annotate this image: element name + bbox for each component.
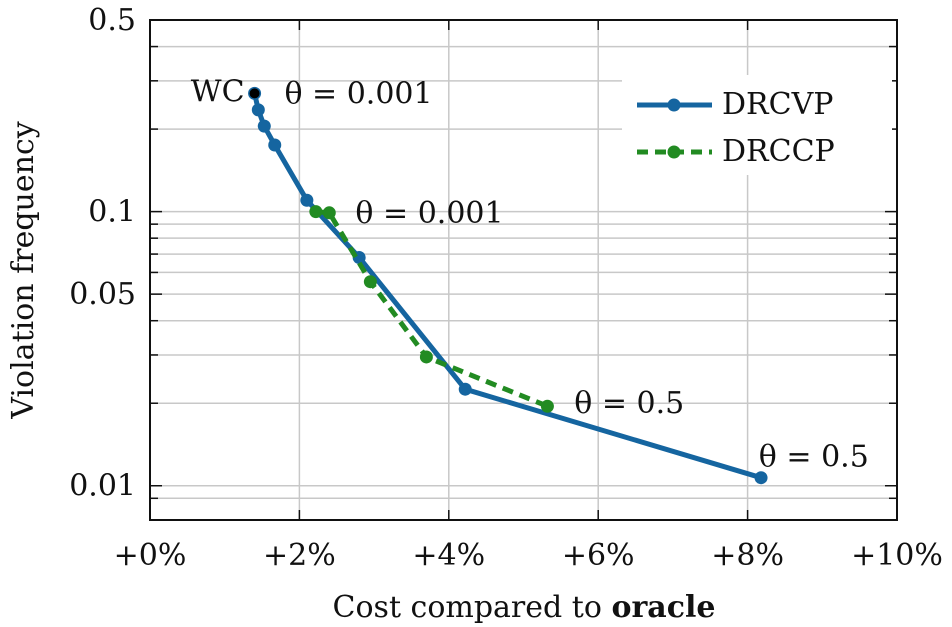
plot-frame [149, 19, 898, 521]
data-point-drcvp [458, 382, 472, 396]
axis-ticks: 0.5 0.1 0.05 0.01 +0% +2% +4% +6% +8% +10% [69, 3, 943, 573]
legend-marker-drccp [667, 145, 681, 159]
theta-annotation: θ = 0.5 [574, 386, 684, 421]
x-axis-label-bold: oracle [611, 590, 715, 625]
theta-annotation: θ = 0.5 [759, 439, 869, 474]
y-tick-label: 0.01 [69, 469, 136, 504]
x-tick-label: +6% [562, 538, 635, 573]
x-axis-label: Cost compared to oracle [333, 590, 716, 625]
data-point-drcvp [251, 103, 265, 117]
theta-annotation: θ = 0.001 [355, 196, 503, 231]
data-point-drccp [540, 399, 554, 413]
legend: DRCVP DRCCP [622, 75, 892, 175]
series-layer [248, 86, 768, 485]
y-tick-label: 0.05 [69, 277, 136, 312]
x-tick-label: +8% [711, 538, 784, 573]
legend-marker-drcvp [667, 98, 681, 112]
data-point-drccp [309, 205, 323, 219]
data-point-drcvp [257, 119, 271, 133]
data-point-drccp [322, 206, 336, 220]
x-tick-label: +0% [114, 538, 187, 573]
data-point-drcvp [300, 193, 314, 207]
data-point-drccp [419, 350, 433, 364]
y-axis-label: Violation frequency [6, 121, 41, 419]
legend-box [622, 75, 892, 175]
data-point-drccp [363, 275, 377, 289]
theta-annotation: θ = 0.001 [284, 76, 432, 111]
x-axis-label-text: Cost compared to [333, 590, 612, 625]
data-point-drcvp [268, 138, 282, 152]
data-point-drcvp [754, 471, 768, 485]
wc-label: WC [191, 74, 245, 109]
wc-point [249, 88, 260, 99]
legend-label-drcvp: DRCVP [722, 87, 833, 122]
y-tick-label: 0.1 [88, 195, 136, 230]
x-tick-label: +4% [412, 538, 485, 573]
annotations: WC θ = 0.001 θ = 0.001 θ = 0.5 θ = 0.5 [191, 74, 869, 474]
series-line-drccp [315, 209, 549, 409]
legend-label-drccp: DRCCP [722, 134, 835, 169]
x-tick-label: +10% [851, 538, 943, 573]
x-tick-label: +2% [263, 538, 336, 573]
y-tick-label: 0.5 [88, 3, 136, 38]
